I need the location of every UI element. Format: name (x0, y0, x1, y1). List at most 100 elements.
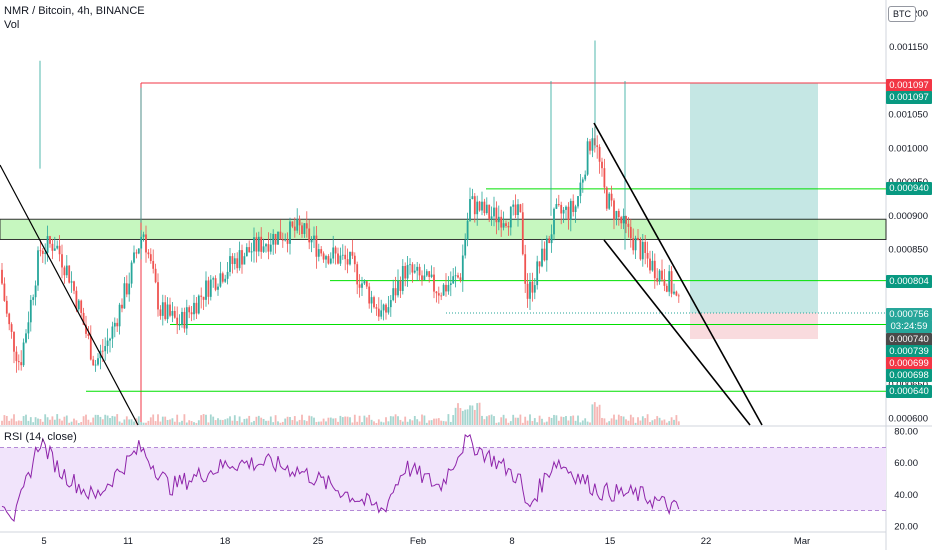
candle-body (65, 265, 68, 276)
candle-body (308, 228, 311, 243)
volume-bar (401, 421, 404, 425)
candle-body (565, 206, 567, 210)
volume-bar (171, 418, 174, 425)
volume-bar (49, 419, 51, 425)
candle-body (423, 275, 426, 280)
time-tick-label: 22 (701, 536, 712, 547)
volume-bar (409, 419, 411, 425)
candle-body (361, 283, 363, 288)
candle-body (627, 223, 630, 227)
volume-bar (248, 415, 251, 425)
candle-body (658, 270, 661, 282)
candle-body (238, 250, 241, 269)
candle-body (589, 141, 591, 151)
volume-bar (382, 422, 385, 425)
volume-bar (502, 414, 505, 425)
volume-bar (572, 415, 575, 425)
candle-body (488, 204, 491, 219)
candle-body (363, 281, 366, 284)
candle-body (514, 204, 517, 216)
candle-body (548, 238, 551, 244)
candle-body (605, 187, 608, 209)
candle-body (257, 236, 260, 252)
volume-bar (315, 421, 318, 425)
volume-bar (634, 422, 637, 425)
candle-body (101, 350, 104, 352)
candle-body (322, 253, 325, 260)
candle-body (411, 264, 414, 273)
candle-body (483, 201, 486, 214)
volume-bar (121, 422, 123, 425)
volume-bar (154, 421, 157, 425)
candle-body (94, 364, 97, 366)
candle-body (279, 231, 282, 240)
candle-body (550, 234, 553, 244)
candle-body (373, 297, 375, 308)
candle-body (173, 310, 176, 318)
price-tick-label: 0.000900 (888, 211, 928, 222)
candle-body (555, 204, 558, 209)
target-zone (690, 82, 818, 314)
volume-bar (365, 417, 368, 425)
volume-bar (159, 421, 162, 425)
candle-body (598, 146, 601, 162)
volume-bar (490, 414, 493, 425)
volume-bar (157, 414, 159, 425)
time-tick-label: 15 (605, 536, 616, 547)
volume-bar (617, 414, 620, 425)
candle-body (212, 278, 215, 280)
volume-bar (277, 421, 279, 425)
volume-bar (591, 404, 594, 425)
volume-bar (653, 419, 656, 425)
candle-body (428, 271, 431, 277)
candle-body (265, 244, 267, 247)
candle-body (471, 196, 474, 199)
volume-bar (632, 417, 635, 425)
candle-body (147, 252, 150, 255)
candle-body (221, 273, 224, 282)
volume-bar (579, 422, 582, 425)
candle-body (500, 216, 503, 228)
candle-body (44, 252, 47, 254)
volume-bar (363, 415, 366, 425)
volume-bar (41, 421, 44, 425)
candle-body (269, 244, 272, 252)
volume-bar (529, 414, 531, 425)
candle-body (394, 288, 397, 296)
candle-body (15, 351, 18, 362)
volume-bar (53, 419, 56, 425)
currency-button[interactable]: BTC (888, 6, 916, 22)
volume-bar (10, 418, 13, 425)
volume-bar (329, 417, 332, 425)
candle-body (32, 297, 35, 300)
volume-bar (224, 419, 227, 425)
volume-bar (361, 422, 363, 425)
candle-body (531, 281, 534, 293)
volume-bar (574, 420, 577, 425)
volume-bar (56, 414, 59, 425)
candle-body (437, 293, 440, 296)
candle-body (46, 236, 49, 253)
volume-bar (622, 416, 625, 425)
candle-body (529, 281, 531, 299)
candle-body (581, 179, 584, 183)
volume-bar (80, 422, 83, 425)
volume-bar (178, 422, 181, 425)
volume-bar (173, 421, 176, 425)
candle-body (188, 307, 191, 313)
candle-body (603, 168, 606, 188)
volume-bar (219, 419, 222, 425)
volume-bar (253, 420, 255, 425)
candle-body (397, 280, 399, 296)
candle-body (490, 216, 493, 219)
candle-body (37, 250, 39, 286)
volume-bar (250, 422, 253, 425)
rsi-tick-label: 60.00 (894, 458, 918, 469)
volume-bar (82, 416, 85, 425)
volume-bar (481, 415, 483, 425)
volume-bar (233, 415, 236, 425)
candle-body (493, 207, 495, 217)
candle-body (459, 277, 462, 281)
volume-bar (586, 421, 589, 425)
